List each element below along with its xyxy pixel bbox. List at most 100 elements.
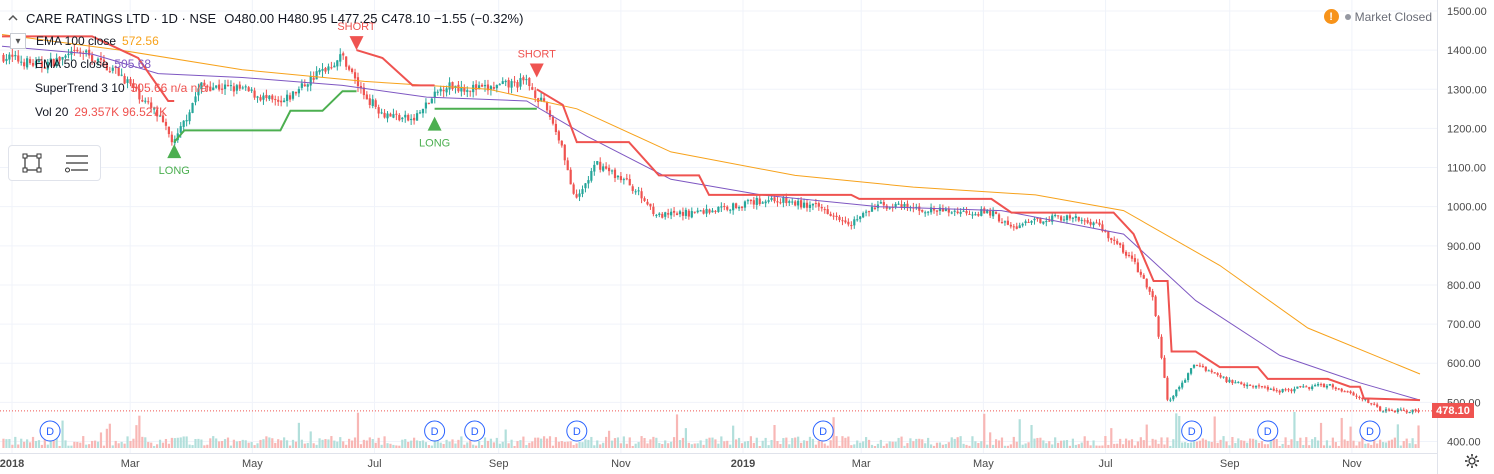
volume-bar bbox=[1302, 445, 1305, 448]
legend-volume[interactable]: Vol 20 29.357K 96.527K bbox=[10, 105, 167, 119]
candle-body bbox=[708, 209, 711, 213]
volume-bar bbox=[1384, 442, 1388, 448]
candle-body bbox=[330, 67, 333, 69]
volume-bar bbox=[1048, 441, 1051, 448]
volume-bar bbox=[277, 439, 280, 448]
long-arrow-icon bbox=[167, 144, 182, 159]
candle-body bbox=[835, 215, 838, 217]
candle-body bbox=[197, 88, 200, 96]
volume-bar bbox=[1296, 441, 1299, 448]
volume-bar bbox=[61, 420, 64, 448]
exclamation-icon[interactable]: ! bbox=[1323, 9, 1339, 24]
candle-body bbox=[658, 213, 661, 215]
volume-bar bbox=[758, 445, 761, 448]
dividend-marker[interactable] bbox=[812, 420, 834, 442]
candle-body bbox=[1249, 384, 1252, 386]
candle-body bbox=[353, 72, 357, 79]
legend-supertrend[interactable]: SuperTrend 3 10 505.66 n/a n/a bbox=[10, 81, 207, 95]
candle-body bbox=[1104, 231, 1107, 233]
volume-bar bbox=[64, 440, 67, 448]
legend-ema50[interactable]: EMA 50 close 505.68 bbox=[10, 57, 151, 71]
volume-bar bbox=[767, 445, 770, 448]
candle-body bbox=[268, 95, 271, 100]
candle-body bbox=[55, 57, 58, 67]
candle-body bbox=[158, 115, 162, 117]
candle-body bbox=[475, 84, 478, 90]
volume-bar bbox=[699, 440, 702, 448]
volume-bar bbox=[1290, 439, 1293, 448]
volume-bar bbox=[359, 444, 363, 448]
volume-bar bbox=[1012, 436, 1015, 448]
eye-icon[interactable]: ▾ bbox=[10, 33, 26, 49]
candle-body bbox=[1166, 377, 1169, 400]
volume-bar bbox=[1364, 443, 1367, 448]
dividend-marker[interactable] bbox=[1359, 420, 1381, 442]
volume-bar bbox=[560, 441, 563, 448]
volume-bar bbox=[280, 440, 283, 448]
candle-body bbox=[135, 86, 138, 89]
candle-body bbox=[557, 131, 560, 141]
dividend-marker[interactable] bbox=[39, 420, 61, 442]
legend-ema100[interactable]: ▾ EMA 100 close 572.56 bbox=[10, 33, 159, 49]
candle-body bbox=[791, 201, 794, 203]
time-axis[interactable]: 2018 Mar May Jul Sep Nov 2019 Mar May Jul Sep Nov bbox=[0, 458, 1362, 470]
candle-body bbox=[844, 220, 847, 223]
volume-bar bbox=[1272, 436, 1275, 448]
volume-bar bbox=[132, 438, 135, 448]
volume-bar bbox=[1346, 440, 1349, 448]
dividend-marker[interactable] bbox=[1181, 420, 1203, 442]
volume-bar bbox=[977, 443, 980, 448]
candle-body bbox=[1042, 221, 1045, 224]
symbol-title[interactable]: CARE RATINGS LTD · 1D · NSE bbox=[26, 10, 217, 26]
candle-body bbox=[1086, 220, 1089, 223]
candle-body bbox=[1198, 365, 1202, 367]
candle-body bbox=[1003, 221, 1007, 223]
volume-bar bbox=[569, 441, 572, 448]
candle-body bbox=[79, 51, 82, 53]
volume-bar bbox=[773, 425, 776, 448]
volume-bar bbox=[915, 438, 918, 448]
gear-icon[interactable] bbox=[1464, 453, 1480, 469]
volume-bar bbox=[23, 441, 26, 448]
dividend-marker[interactable] bbox=[464, 420, 486, 442]
candle-body bbox=[797, 200, 800, 206]
volume-bar bbox=[1000, 437, 1004, 448]
volume-bar bbox=[1328, 445, 1331, 448]
long-arrow-icon bbox=[427, 116, 442, 131]
volume-bar bbox=[983, 413, 986, 448]
candle-body bbox=[321, 68, 324, 71]
price-axis[interactable]: 1500.00 1400.00 1300.00 1200.00 1100.00 1000.… bbox=[1447, 6, 1487, 449]
volume-bar bbox=[185, 436, 188, 448]
short-arrow-icon bbox=[529, 63, 544, 78]
y-tick-label: 1400.00 bbox=[1447, 45, 1487, 57]
candle-body bbox=[599, 161, 602, 170]
candle-body bbox=[1314, 385, 1317, 387]
candle-body bbox=[37, 61, 41, 63]
volume-bar bbox=[605, 436, 608, 448]
dividend-marker[interactable] bbox=[424, 420, 446, 442]
volume-bar bbox=[1225, 441, 1228, 448]
volume-bar bbox=[1033, 438, 1036, 448]
volume-bar bbox=[262, 439, 265, 448]
volume-bar bbox=[1216, 442, 1219, 448]
volume-bar bbox=[1110, 428, 1113, 448]
dividend-marker[interactable] bbox=[1257, 420, 1279, 442]
volume-bar bbox=[764, 437, 767, 448]
volume-bar bbox=[941, 444, 945, 448]
object-tree-icon[interactable] bbox=[54, 146, 99, 180]
volume-bar bbox=[525, 445, 528, 448]
volume-bar bbox=[1042, 440, 1045, 448]
candle-body bbox=[232, 86, 236, 92]
chevron-up-icon[interactable] bbox=[6, 11, 20, 25]
candle-body bbox=[1201, 365, 1204, 368]
candle-body bbox=[752, 200, 755, 205]
rectangle-select-icon[interactable] bbox=[9, 146, 54, 180]
candle-body bbox=[1231, 380, 1234, 384]
candle-body bbox=[649, 203, 652, 207]
dividend-marker[interactable] bbox=[566, 420, 588, 442]
candle-body bbox=[1305, 386, 1308, 388]
volume-bar bbox=[1145, 424, 1148, 448]
volume-bar bbox=[994, 439, 998, 448]
